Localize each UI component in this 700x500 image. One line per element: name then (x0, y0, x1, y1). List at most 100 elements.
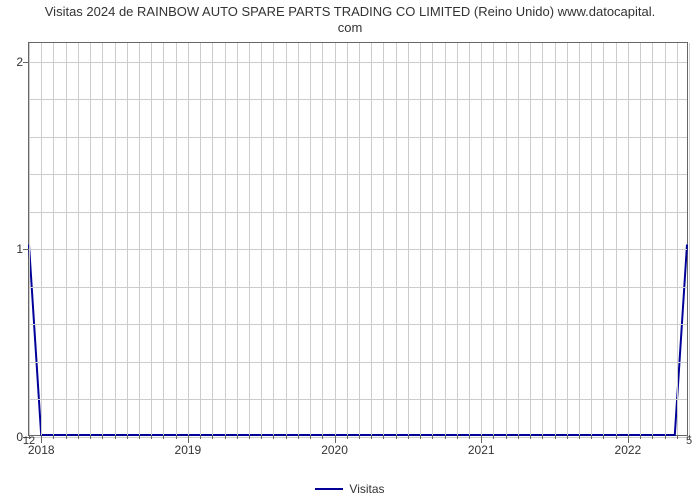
legend-swatch (315, 488, 343, 490)
grid-v (151, 43, 152, 435)
grid-v (530, 43, 531, 435)
x-tick-minor (603, 435, 604, 439)
grid-v (286, 43, 287, 435)
x-tick-minor (102, 435, 103, 439)
grid-v (41, 43, 42, 435)
x-tick-minor (445, 435, 446, 439)
grid-v (481, 43, 482, 435)
grid-v (567, 43, 568, 435)
x-tick-minor (665, 435, 666, 439)
x-tick-minor (530, 435, 531, 439)
grid-v (542, 43, 543, 435)
x-tick-label: 2022 (615, 435, 642, 457)
grid-v (188, 43, 189, 435)
grid-v (383, 43, 384, 435)
grid-v (652, 43, 653, 435)
x-tick-minor (310, 435, 311, 439)
x-month-label-left: 12 (23, 435, 35, 447)
x-tick-minor (652, 435, 653, 439)
grid-v (139, 43, 140, 435)
x-tick-minor (542, 435, 543, 439)
grid-v (212, 43, 213, 435)
x-tick-label: 2020 (321, 435, 348, 457)
x-tick-minor (518, 435, 519, 439)
x-tick-minor (90, 435, 91, 439)
x-tick-minor (506, 435, 507, 439)
grid-v (518, 43, 519, 435)
grid-v (640, 43, 641, 435)
grid-v (298, 43, 299, 435)
x-tick-minor (359, 435, 360, 439)
grid-v (689, 43, 690, 435)
grid-v (249, 43, 250, 435)
grid-v (78, 43, 79, 435)
x-tick-minor (127, 435, 128, 439)
grid-v (322, 43, 323, 435)
grid-v (335, 43, 336, 435)
grid-v (127, 43, 128, 435)
grid-v (665, 43, 666, 435)
grid-v (616, 43, 617, 435)
grid-v (591, 43, 592, 435)
grid-v (445, 43, 446, 435)
grid-v (579, 43, 580, 435)
grid-v (420, 43, 421, 435)
legend-label: Visitas (349, 482, 384, 496)
x-tick-minor (591, 435, 592, 439)
x-tick-minor (396, 435, 397, 439)
grid-v (225, 43, 226, 435)
grid-v (628, 43, 629, 435)
x-tick-minor (383, 435, 384, 439)
x-tick-minor (286, 435, 287, 439)
grid-v (493, 43, 494, 435)
grid-v (469, 43, 470, 435)
x-tick-label: 2019 (175, 435, 202, 457)
x-tick-minor (371, 435, 372, 439)
grid-v (237, 43, 238, 435)
grid-v (176, 43, 177, 435)
x-tick-minor (212, 435, 213, 439)
grid-v (677, 43, 678, 435)
x-tick-minor (237, 435, 238, 439)
x-tick-minor (298, 435, 299, 439)
x-tick-minor (139, 435, 140, 439)
chart-title: Visitas 2024 de RAINBOW AUTO SPARE PARTS… (0, 4, 700, 35)
grid-v (53, 43, 54, 435)
grid-v (371, 43, 372, 435)
x-tick-minor (66, 435, 67, 439)
x-tick-minor (408, 435, 409, 439)
chart-title-line2: com (338, 20, 363, 35)
grid-v (310, 43, 311, 435)
x-tick-minor (432, 435, 433, 439)
x-tick-minor (677, 435, 678, 439)
grid-v (163, 43, 164, 435)
x-tick-minor (163, 435, 164, 439)
grid-v (66, 43, 67, 435)
x-tick-minor (261, 435, 262, 439)
grid-v (29, 43, 30, 435)
x-tick-minor (420, 435, 421, 439)
legend: Visitas (0, 481, 700, 496)
grid-v (603, 43, 604, 435)
grid-v (408, 43, 409, 435)
grid-v (261, 43, 262, 435)
grid-v (506, 43, 507, 435)
x-tick-minor (567, 435, 568, 439)
grid-v (90, 43, 91, 435)
grid-v (359, 43, 360, 435)
x-tick-minor (151, 435, 152, 439)
x-month-label-right: 5 (686, 435, 692, 447)
x-tick-minor (555, 435, 556, 439)
grid-v (102, 43, 103, 435)
plot-area: 01220182019202020212022125 (28, 42, 688, 436)
grid-v (555, 43, 556, 435)
grid-v (200, 43, 201, 435)
x-tick-minor (273, 435, 274, 439)
grid-v (115, 43, 116, 435)
x-tick-minor (115, 435, 116, 439)
grid-v (396, 43, 397, 435)
x-tick-minor (225, 435, 226, 439)
grid-v (432, 43, 433, 435)
grid-v (457, 43, 458, 435)
x-tick-minor (78, 435, 79, 439)
